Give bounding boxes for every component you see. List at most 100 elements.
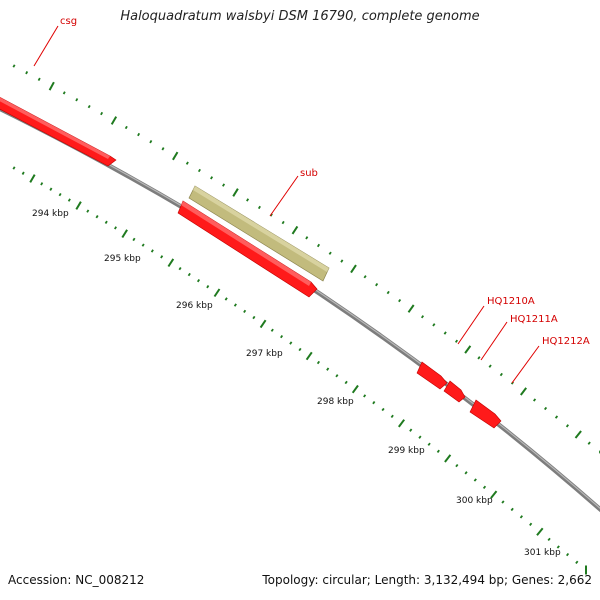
- minor-tick: [270, 328, 274, 332]
- minor-tick: [316, 243, 321, 248]
- minor-tick: [375, 282, 379, 287]
- gene-label-sub: sub: [300, 168, 318, 179]
- minor-tick: [363, 275, 367, 279]
- minor-tick: [187, 272, 191, 277]
- major-tick: [520, 387, 527, 396]
- feature-sub[interactable]: [188, 185, 330, 282]
- minor-tick: [477, 356, 481, 360]
- minor-tick: [37, 77, 41, 82]
- minor-tick: [224, 297, 228, 301]
- minor-tick: [196, 278, 201, 283]
- minor-tick: [488, 364, 492, 368]
- major-tick: [350, 264, 357, 274]
- minor-tick: [499, 372, 503, 377]
- inner-tick-ring: [12, 166, 587, 575]
- feature-hq1212a[interactable]: [469, 399, 502, 429]
- scale-label: 298 kbp: [317, 397, 354, 407]
- scale-label: 300 kbp: [456, 496, 493, 506]
- major-tick: [48, 81, 55, 91]
- minor-tick: [510, 507, 514, 512]
- major-tick: [110, 116, 118, 125]
- gene-label-hq1212a: HQ1212A: [542, 336, 590, 347]
- minor-tick: [575, 560, 579, 564]
- minor-tick: [326, 367, 330, 371]
- minor-tick: [58, 192, 62, 197]
- major-tick: [444, 454, 452, 463]
- major-tick: [167, 258, 175, 268]
- minor-tick: [432, 323, 436, 327]
- major-tick: [213, 288, 221, 298]
- minor-tick: [243, 309, 247, 313]
- minor-tick: [12, 166, 16, 170]
- minor-tick: [233, 303, 237, 307]
- minor-tick: [464, 471, 468, 475]
- minor-tick: [160, 255, 164, 259]
- scale-labels: 294 kbp 295 kbp 296 kbp 297 kbp 298 kbp …: [32, 209, 561, 558]
- minor-tick: [197, 168, 201, 173]
- minor-tick: [547, 537, 551, 541]
- gene-label-csg: csg: [60, 16, 77, 27]
- major-tick: [259, 319, 267, 329]
- leader-line-hq1211a: [480, 321, 508, 361]
- scale-label: 297 kbp: [246, 349, 283, 359]
- major-tick: [232, 188, 239, 197]
- minor-tick: [75, 98, 79, 102]
- minor-tick: [257, 205, 261, 210]
- minor-tick: [565, 552, 570, 557]
- minor-tick: [137, 132, 141, 137]
- minor-tick: [363, 394, 367, 398]
- genome-backbone: [0, 106, 600, 513]
- minor-tick: [529, 522, 533, 526]
- minor-tick: [305, 236, 309, 240]
- minor-tick: [418, 435, 422, 439]
- gene-label-hq1210a: HQ1210A: [487, 296, 535, 307]
- minor-tick: [340, 259, 344, 263]
- minor-tick: [178, 267, 182, 271]
- minor-tick: [335, 374, 339, 378]
- minor-tick: [252, 315, 256, 320]
- major-tick: [397, 419, 406, 428]
- minor-tick: [482, 485, 487, 489]
- feature-hq1211a[interactable]: [443, 380, 466, 403]
- minor-tick: [132, 237, 136, 242]
- feature-cds-under-sub[interactable]: [177, 200, 318, 298]
- minor-tick: [554, 415, 559, 419]
- scale-label: 299 kbp: [388, 446, 425, 456]
- minor-tick: [185, 161, 189, 165]
- minor-tick: [454, 339, 459, 343]
- minor-tick: [40, 182, 44, 186]
- feature-csg[interactable]: [0, 92, 117, 167]
- leader-line-hq1212a: [511, 345, 540, 384]
- minor-tick: [86, 209, 90, 213]
- major-tick: [574, 430, 582, 439]
- scale-label: 301 kbp: [524, 548, 561, 558]
- feature-hq1210a[interactable]: [416, 361, 448, 390]
- minor-tick: [398, 298, 402, 303]
- minor-tick: [104, 220, 108, 224]
- minor-tick: [427, 442, 431, 446]
- minor-tick: [222, 183, 226, 187]
- major-tick: [536, 527, 544, 536]
- major-tick: [121, 229, 128, 239]
- gene-label-hq1211a: HQ1211A: [510, 314, 558, 325]
- minor-tick: [532, 398, 537, 402]
- minor-tick: [543, 406, 548, 411]
- minor-tick: [328, 251, 332, 255]
- minor-tick: [519, 515, 523, 519]
- major-tick: [29, 174, 36, 183]
- minor-tick: [67, 198, 71, 202]
- scale-label: 296 kbp: [176, 301, 213, 311]
- minor-tick: [95, 215, 99, 219]
- scale-label: 295 kbp: [104, 254, 141, 264]
- minor-tick: [246, 198, 250, 202]
- minor-tick: [124, 125, 128, 130]
- minor-tick: [161, 147, 165, 151]
- minor-tick: [372, 400, 376, 405]
- major-tick: [464, 345, 472, 354]
- minor-tick: [344, 380, 348, 385]
- minor-tick: [62, 91, 66, 95]
- minor-tick: [473, 478, 477, 482]
- minor-tick: [390, 414, 394, 419]
- minor-tick: [316, 360, 321, 365]
